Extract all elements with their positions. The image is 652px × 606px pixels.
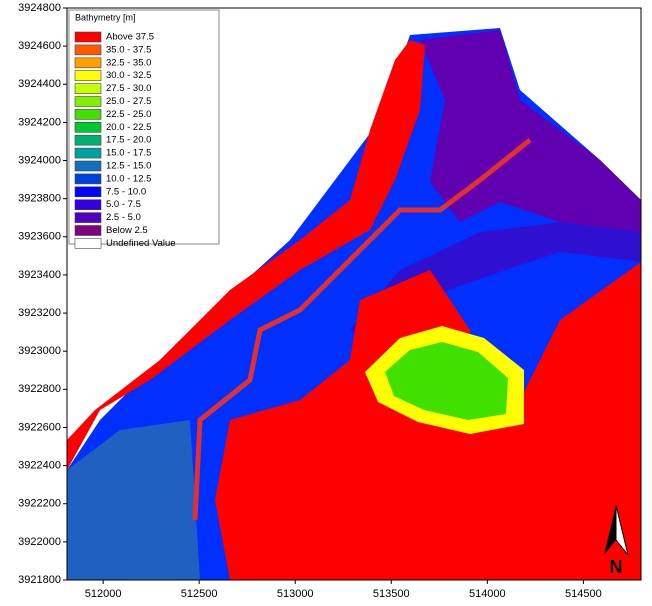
legend-label: 7.5 - 10.0 (106, 186, 146, 197)
shallow-zone (67, 420, 200, 580)
y-tick-label: 3922200 (18, 498, 61, 510)
y-tick-label: 3924800 (18, 2, 61, 14)
x-tick-label: 514500 (565, 588, 602, 600)
y-tick-label: 3922600 (18, 421, 61, 433)
plot-frame (66, 7, 642, 581)
legend-swatch (74, 147, 102, 159)
legend-label: 17.5 - 20.0 (106, 135, 151, 146)
legend-label: 5.0 - 7.5 (106, 199, 141, 210)
legend-label: 30.0 - 32.5 (106, 70, 151, 81)
x-tick-label: 512500 (181, 588, 218, 600)
x-tick-label: 513500 (373, 588, 410, 600)
x-tick-label: 512000 (85, 588, 122, 600)
legend-swatch (74, 31, 102, 43)
legend-label: 20.0 - 22.5 (106, 122, 151, 133)
y-tick-label: 3922400 (18, 460, 61, 472)
bank-nw (67, 40, 425, 470)
legend-label: 10.0 - 12.5 (106, 173, 151, 184)
legend: Bathymetry [m] Above 37.535.0 - 37.5 32.5… (68, 9, 220, 249)
legend-swatch (74, 134, 102, 146)
legend-label: 32.5 - 35.0 (106, 57, 151, 68)
y-tick-label: 3923400 (18, 269, 61, 281)
legend-swatch (74, 186, 102, 198)
legend-label: 2.5 - 5.0 (106, 212, 141, 223)
legend-swatch (74, 96, 102, 107)
y-tick-label: 3924200 (18, 116, 61, 128)
y-tick-label: 3922000 (18, 536, 61, 548)
shoal-inner (385, 342, 508, 420)
arrow-right (615, 504, 629, 556)
legend-label: 15.0 - 17.5 (106, 148, 151, 159)
bathymetry-field (67, 28, 641, 580)
legend-swatch (74, 199, 102, 210)
legend-label: Undefined Value (106, 238, 176, 249)
legend-swatch (74, 212, 102, 223)
channel (192, 138, 532, 521)
legend-swatch (74, 109, 102, 120)
legend-label: 22.5 - 25.0 (106, 109, 151, 120)
legend-swatch (74, 70, 102, 81)
legend-label: 12.5 - 15.0 (106, 161, 151, 172)
y-tick-label: 3923800 (18, 193, 61, 205)
legend-swatch (74, 122, 102, 133)
legend-swatch (74, 225, 102, 236)
y-tick-label: 3924400 (18, 78, 61, 90)
legend-swatch (74, 44, 102, 56)
y-tick-label: 3921800 (18, 574, 61, 586)
legend-title: Bathymetry [m] (75, 12, 136, 22)
legend-label: 25.0 - 27.5 (106, 96, 151, 107)
x-tick-label: 514000 (469, 588, 506, 600)
y-tick-label: 3923000 (18, 345, 61, 357)
x-tick-label: 513000 (277, 588, 314, 600)
north-arrow: N (604, 504, 629, 577)
legend-swatch (74, 83, 102, 94)
legend-label: 27.5 - 30.0 (106, 83, 151, 94)
legend-label: 35.0 - 37.5 (106, 44, 151, 55)
y-tick-label: 3924600 (18, 40, 61, 52)
legend-swatch (74, 238, 102, 249)
legend-swatch (74, 160, 102, 172)
y-tick-label: 3922800 (18, 383, 61, 395)
arrow-left (604, 505, 616, 555)
legend-swatch (74, 173, 102, 185)
legend-label: Above 37.5 (106, 32, 154, 43)
y-tick-label: 3924000 (18, 154, 61, 166)
legend-swatch (74, 57, 102, 69)
y-tick-label: 3923200 (18, 307, 61, 319)
legend-label: Below 2.5 (106, 225, 148, 236)
y-tick-label: 3923600 (18, 231, 61, 243)
north-label: N (610, 557, 623, 577)
